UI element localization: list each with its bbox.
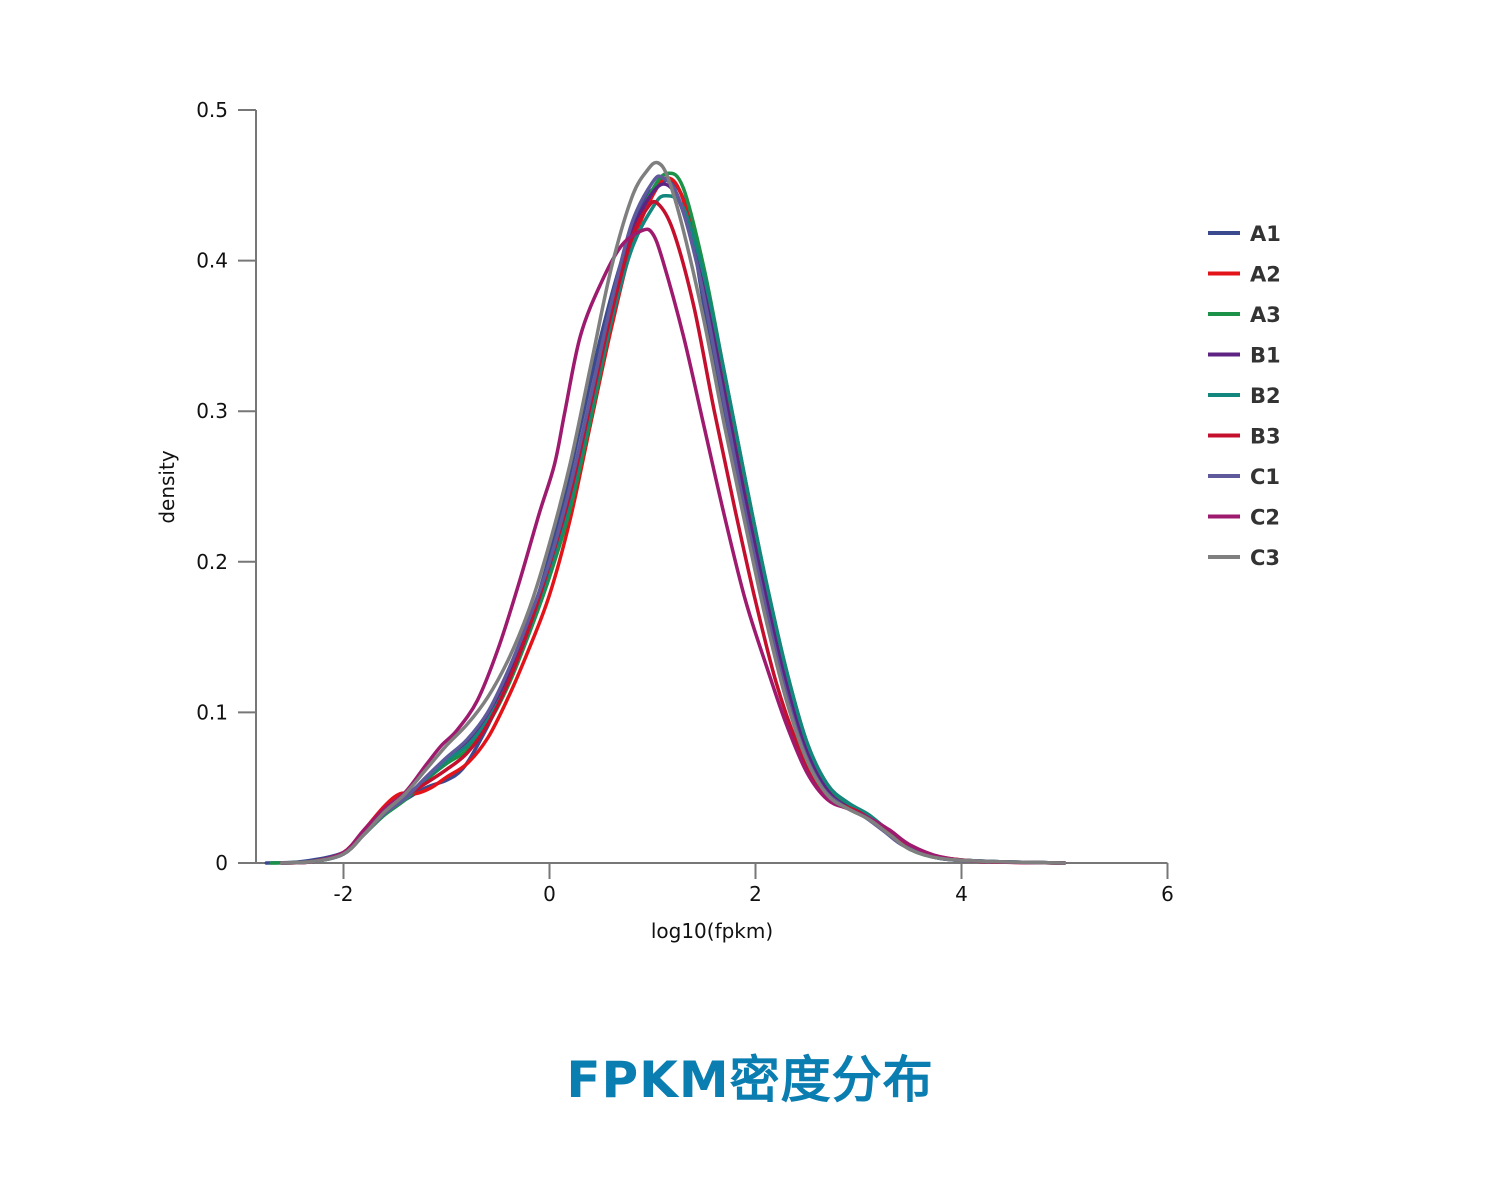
y-tick-label: 0.2 [196, 550, 228, 574]
series-line-a2 [279, 176, 1067, 865]
series-line-c3 [279, 160, 1067, 865]
legend-label: C3 [1250, 546, 1280, 570]
legend-label: C1 [1250, 465, 1280, 489]
y-axis-title: density [155, 450, 179, 523]
series-line-a1 [264, 178, 1067, 865]
y-tick-label: 0.5 [196, 98, 228, 122]
legend-item-a2: A2 [1208, 263, 1281, 287]
legend-label: B2 [1250, 384, 1281, 408]
x-tick-label: -2 [334, 882, 354, 906]
series-line-b1 [279, 182, 1067, 865]
legend-label: B1 [1250, 344, 1281, 368]
y-tick-label: 0 [215, 851, 228, 875]
series-lines [264, 160, 1067, 865]
legend-label: A1 [1250, 222, 1281, 246]
legend-label: B3 [1250, 425, 1281, 449]
series-line-c1 [279, 174, 1067, 865]
x-tick-label: 6 [1161, 882, 1174, 906]
legend-item-a3: A3 [1208, 303, 1281, 327]
legend-item-c2: C2 [1208, 506, 1280, 530]
figure-caption: FPKM密度分布 [566, 1051, 934, 1109]
y-tick-label: 0.3 [196, 399, 228, 423]
legend-label: C2 [1250, 506, 1280, 530]
legend-item-a1: A1 [1208, 222, 1281, 246]
legend: A1 A2 A3 B1 B2 B3 C1 C2 C3 [1208, 222, 1281, 570]
legend-item-c1: C1 [1208, 465, 1280, 489]
series-line-c2 [279, 227, 1067, 865]
x-tick-label: 0 [543, 882, 556, 906]
legend-label: A3 [1250, 303, 1281, 327]
axes: 0 0.1 0.2 0.3 0.4 0.5 -2 0 2 4 6 [196, 98, 1174, 906]
legend-item-c3: C3 [1208, 546, 1280, 570]
x-tick-label: 2 [749, 882, 762, 906]
x-axis-title: log10(fpkm) [651, 919, 773, 943]
legend-item-b3: B3 [1208, 425, 1281, 449]
y-tick-label: 0.1 [196, 700, 228, 724]
legend-label: A2 [1250, 263, 1281, 287]
y-tick-label: 0.4 [196, 249, 228, 273]
legend-item-b1: B1 [1208, 344, 1281, 368]
x-tick-label: 4 [955, 882, 968, 906]
legend-item-b2: B2 [1208, 384, 1281, 408]
